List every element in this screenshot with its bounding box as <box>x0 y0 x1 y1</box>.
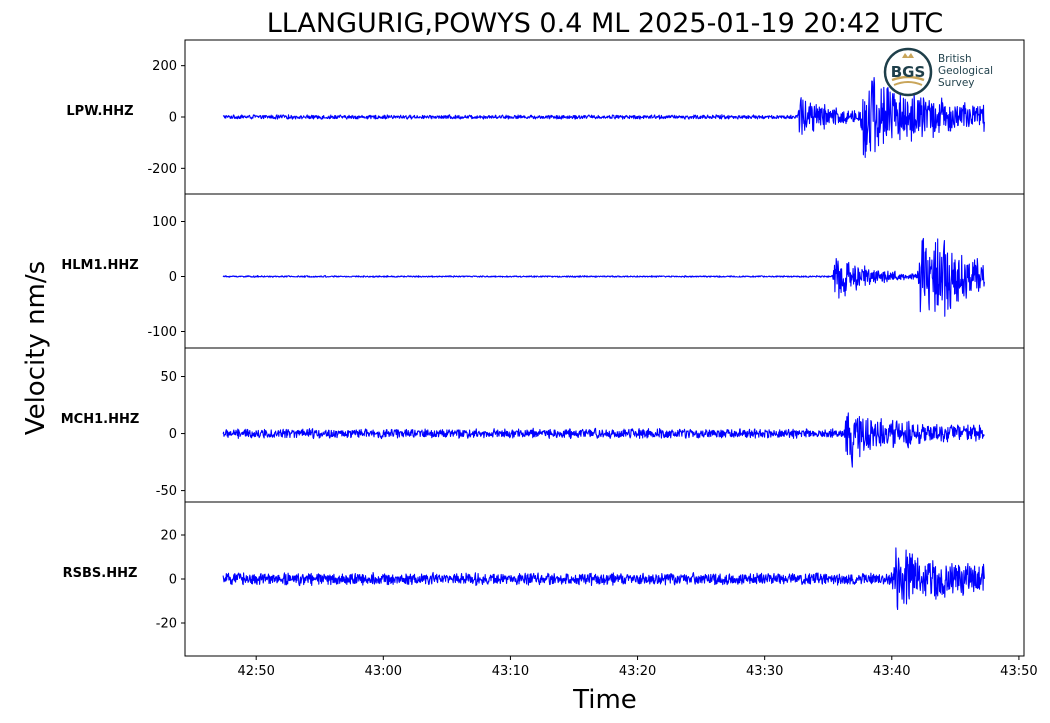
x-axis-label: Time <box>572 685 637 715</box>
waveform-lpw-hhz <box>222 76 985 158</box>
x-tick-label: 43:20 <box>619 664 656 679</box>
y-tick-label: -200 <box>147 162 177 177</box>
x-tick-label: 42:50 <box>237 664 274 679</box>
station-label: HLM1.HHZ <box>61 258 138 273</box>
logo-text-line: British <box>938 53 972 65</box>
panel-hlm1-hhz: 100 0 -100 HLM1.HHZ <box>61 193 1025 349</box>
panels-group: 2000-200LPW.HHZ1000-100HLM1.HHZ500-50MCH… <box>61 39 1025 657</box>
y-tick-label: 0 <box>169 111 177 126</box>
y-tick-label: 20 <box>160 529 177 544</box>
y-tick-label: 0 <box>169 270 177 285</box>
y-tick-label: 0 <box>169 427 177 442</box>
x-axis: 42:50 43:00 43:10 43:20 43:30 43:40 43:50 <box>237 656 1038 679</box>
logo-swoosh-2 <box>893 81 923 86</box>
y-tick-label: -20 <box>156 617 177 632</box>
waveform-hlm1-hhz <box>222 237 985 317</box>
y-axis-label: Velocity nm/s <box>21 261 51 435</box>
panel-mch1-hhz: 50 0 -50 MCH1.HHZ <box>61 347 1025 503</box>
station-label: MCH1.HHZ <box>61 412 140 427</box>
y-tick-label: 100 <box>152 215 177 230</box>
station-label: LPW.HHZ <box>66 104 133 119</box>
chart-title: LLANGURIG,POWYS 0.4 ML 2025-01-19 20:42 … <box>267 8 944 39</box>
y-tick-label: -50 <box>156 484 177 499</box>
x-tick-label: 43:40 <box>873 664 910 679</box>
panel-lpw-hhz: 200 0 -200 LPW.HHZ <box>66 39 1025 195</box>
logo-text-line: Geological <box>938 65 993 77</box>
logo-text-line: Survey <box>938 77 975 89</box>
y-tick-label: 200 <box>152 59 177 74</box>
logo-initials: BGS <box>891 63 926 81</box>
waveform-rsbs-hhz <box>222 547 985 611</box>
panel-frame <box>184 347 1025 503</box>
x-tick-label: 43:10 <box>492 664 529 679</box>
x-tick-label: 43:50 <box>1000 664 1037 679</box>
y-tick-label: 0 <box>169 573 177 588</box>
y-tick-label: -100 <box>147 325 177 340</box>
crown-icon <box>902 53 914 58</box>
y-tick-label: 50 <box>160 370 177 385</box>
logo-swoosh <box>891 75 925 82</box>
x-tick-label: 43:00 <box>365 664 402 679</box>
station-label: RSBS.HHZ <box>63 566 138 581</box>
panel-rsbs-hhz: 20 0 -20 RSBS.HHZ <box>63 501 1025 657</box>
panel-frame <box>184 193 1025 349</box>
waveform-mch1-hhz <box>222 412 985 468</box>
x-tick-label: 43:30 <box>746 664 783 679</box>
